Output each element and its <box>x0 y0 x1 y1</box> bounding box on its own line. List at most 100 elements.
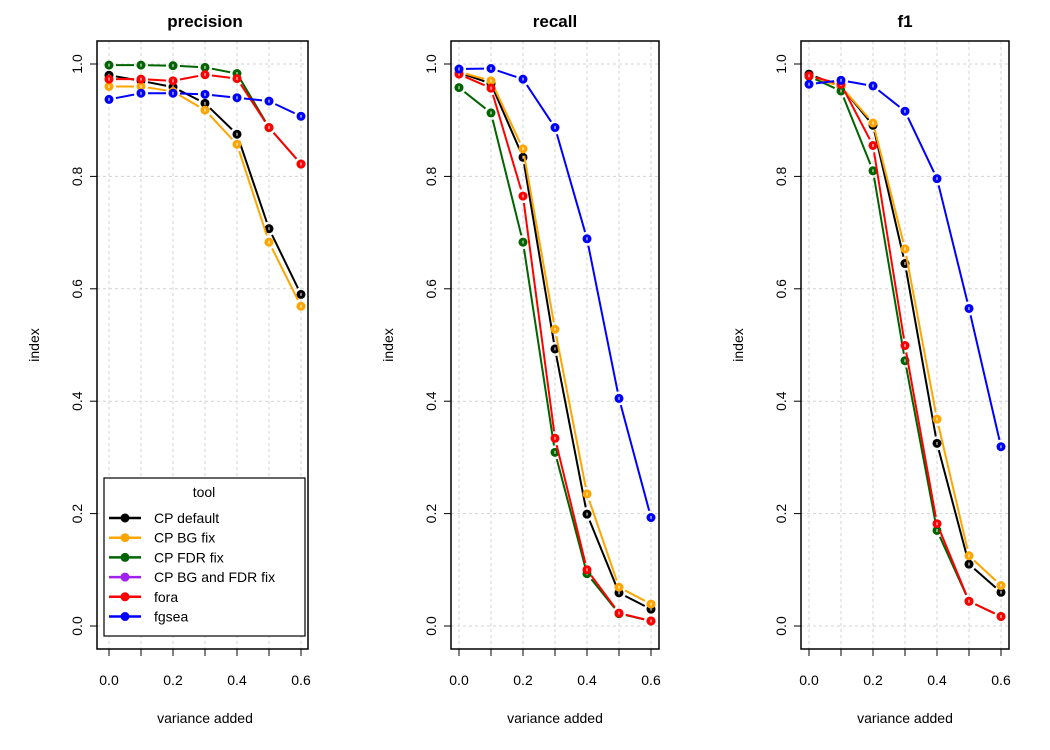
legend-label: CP BG and FDR fix <box>154 569 275 585</box>
series-segment <box>588 520 618 587</box>
legend-marker <box>120 533 130 543</box>
series-segment <box>497 69 517 78</box>
series-segment <box>522 202 556 432</box>
series-fora: fora: 0.982fora: 0.957fora: 0.765fora: 0… <box>454 69 656 626</box>
y-tick-label: 0.0 <box>423 616 439 636</box>
y-axis-label: index <box>26 328 42 361</box>
series-segment <box>209 107 233 131</box>
series-cp-bg-fix: CP BG fix: 0.986CP BG fix: 0.97CP BG fix… <box>454 67 656 609</box>
series-segment <box>624 589 646 602</box>
series-segment <box>588 500 618 581</box>
legend-marker <box>120 612 130 621</box>
series-segment <box>271 247 299 301</box>
legend-marker <box>120 592 130 602</box>
y-tick-label: 0.4 <box>773 391 789 411</box>
x-tick-label: 0.2 <box>163 672 183 688</box>
series-segment <box>937 185 969 302</box>
series-cp-bg-fix: CP BG fix: 0.96CP BG fix: 0.96CP BG fix:… <box>104 81 306 311</box>
series-segment <box>815 80 835 85</box>
y-tick-label: 0.2 <box>773 504 789 524</box>
y-tick-label: 0.0 <box>773 616 789 636</box>
plot-frame <box>96 40 309 650</box>
series-segment <box>211 74 231 79</box>
y-tick-label: 0.6 <box>69 279 85 299</box>
series-segment <box>274 103 296 115</box>
series-fgsea: fgsea: 0.937fgsea: 0.948fgsea: 0.948fgse… <box>104 88 306 121</box>
series-segment <box>178 94 200 108</box>
y-tick-label: 0.0 <box>69 616 85 636</box>
series-segment <box>814 78 836 89</box>
series-fgsea: fgsea: 0.964fgsea: 0.971fgsea: 0.961fgse… <box>804 75 1006 452</box>
series-segment <box>523 155 555 323</box>
y-tick-label: 0.8 <box>69 166 85 186</box>
y-tick-label: 0.8 <box>423 166 439 186</box>
series-segment <box>873 177 905 354</box>
legend-label: CP BG fix <box>154 530 215 546</box>
series-segment <box>844 91 870 119</box>
series-segment <box>526 84 552 123</box>
series-segment <box>238 150 268 236</box>
series-segment <box>493 86 521 143</box>
series-segment <box>877 89 901 108</box>
series-segment <box>211 67 231 74</box>
series-segment <box>238 140 268 223</box>
series-segment <box>847 80 867 86</box>
x-axis-label: variance added <box>857 710 953 726</box>
series-segment <box>555 355 587 508</box>
series-fora: fora: 0.973fora: 0.973fora: 0.97fora: 0.… <box>104 70 306 169</box>
x-tick-label: 0.2 <box>513 672 533 688</box>
series-segment <box>239 83 267 123</box>
x-tick-label: 0.0 <box>799 672 819 688</box>
series-segment <box>492 89 522 152</box>
series-fora: fora: 0.979fora: 0.964fora: 0.855fora: 0… <box>804 71 1006 621</box>
series-segment <box>973 559 997 582</box>
series-segment <box>555 458 587 568</box>
legend-label: fora <box>154 589 178 605</box>
series-segment <box>905 352 937 518</box>
legend-item: CP FDR fix <box>109 549 224 565</box>
series-segment <box>555 133 587 233</box>
y-tick-label: 1.0 <box>773 54 789 74</box>
legend-marker <box>120 572 130 582</box>
series-segment <box>271 234 299 289</box>
x-tick-label: 0.6 <box>291 672 311 688</box>
y-tick-label: 0.4 <box>423 391 439 411</box>
series-segment <box>147 86 167 92</box>
legend-title: tool <box>193 484 216 500</box>
grid <box>801 41 1009 649</box>
series-segment <box>905 270 937 437</box>
series-segment <box>209 114 233 140</box>
y-tick-label: 1.0 <box>423 54 439 74</box>
x-axis-label: variance added <box>507 710 603 726</box>
legend-item: CP BG fix <box>109 530 215 546</box>
series-segment <box>843 89 871 140</box>
series-segment <box>907 117 935 173</box>
y-axis-label: index <box>380 328 396 361</box>
legend-label: fgsea <box>154 609 188 625</box>
series-segment <box>590 574 616 609</box>
series-segment <box>973 568 997 589</box>
series-segment <box>147 81 167 87</box>
panel-precision: CP default: 0.98CP default: 0.97CP defau… <box>26 12 311 726</box>
legend-item: fgsea <box>109 609 188 625</box>
x-tick-label: 0.2 <box>863 672 883 688</box>
series-segment <box>465 73 485 83</box>
series-segment <box>523 164 555 343</box>
series-segment <box>555 444 587 564</box>
x-tick-label: 0.0 <box>99 672 119 688</box>
series-segment <box>619 404 651 512</box>
legend-marker <box>120 552 130 562</box>
y-tick-label: 0.6 <box>773 279 789 299</box>
series-segment <box>873 131 905 257</box>
series-segment <box>974 603 996 615</box>
series-segment <box>937 425 969 550</box>
series-segment <box>115 93 135 100</box>
series-segment <box>624 595 646 607</box>
x-tick-label: 0.4 <box>227 672 247 688</box>
series-segment <box>179 92 199 96</box>
series-segment <box>179 75 199 81</box>
series-segment <box>243 97 263 102</box>
legend-item: CP BG and FDR fix <box>109 569 275 585</box>
series-segment <box>147 78 167 82</box>
series-fgsea: fgsea: 0.991fgsea: 0.992fgsea: 0.973fgse… <box>454 63 656 523</box>
